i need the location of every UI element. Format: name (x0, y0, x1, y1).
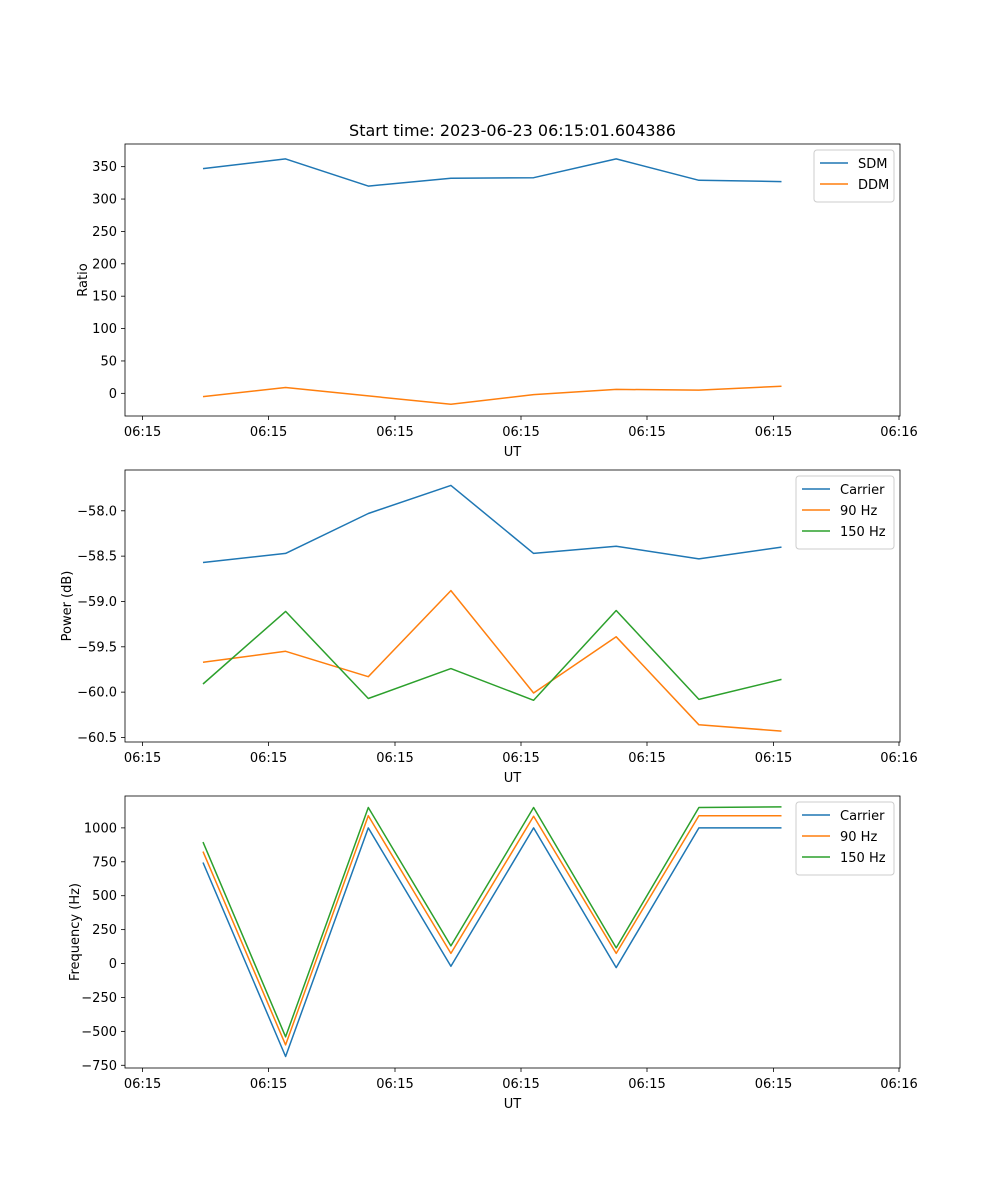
y-tick-label: 200 (92, 257, 117, 272)
legend-label: 150 Hz (840, 525, 886, 540)
x-tick-label: 06:15 (250, 1077, 287, 1092)
x-tick-label: 06:15 (376, 425, 413, 440)
y-tick-label: 350 (92, 160, 117, 175)
chart-title: Start time: 2023-06-23 06:15:01.604386 (349, 121, 676, 140)
y-tick-label: 300 (92, 193, 117, 208)
x-tick-label: 06:15 (250, 751, 287, 766)
x-tick-label: 06:15 (628, 425, 665, 440)
x-tick-label: 06:15 (250, 425, 287, 440)
y-axis-label: Frequency (Hz) (68, 883, 83, 981)
axes-frame (124, 469, 901, 743)
x-tick-label: 06:16 (880, 425, 917, 440)
x-tick-label: 06:16 (880, 1077, 917, 1092)
x-tick-label: 06:15 (755, 1077, 792, 1092)
series-line-sdm (202, 158, 782, 187)
y-tick-label: 100 (92, 322, 117, 337)
x-tick-label: 06:15 (628, 751, 665, 766)
x-tick-label: 06:15 (502, 425, 539, 440)
y-tick-label: 0 (109, 387, 117, 402)
x-tick-label: 06:15 (755, 425, 792, 440)
legend-label: Carrier (840, 483, 885, 498)
x-tick-label: 06:15 (502, 751, 539, 766)
subplot-3: 06:15 06:15 06:15 06:15 06:15 06:15 06:16 UT −75… (68, 795, 918, 1112)
x-tick-label: 06:15 (755, 751, 792, 766)
x-tick-label: 06:15 (124, 751, 161, 766)
y-axis-label: Power (dB) (60, 571, 75, 642)
x-tick-label: 06:15 (124, 425, 161, 440)
y-tick-label: −60.5 (77, 731, 117, 746)
x-tick-label: 06:15 (502, 1077, 539, 1092)
y-tick-label: 250 (92, 923, 117, 938)
y-tick-label: 150 (92, 290, 117, 305)
x-tick-label: 06:15 (376, 1077, 413, 1092)
series-line-90-hz (202, 589, 782, 732)
legend-label: DDM (858, 178, 889, 193)
subplot-2: 06:15 06:15 06:15 06:15 06:15 06:15 06:16 UT −58… (60, 469, 918, 786)
legend: Carrier 90 Hz 150 Hz (795, 801, 895, 876)
y-tick-label: 750 (92, 855, 117, 870)
y-tick-label: 250 (92, 225, 117, 240)
y-tick-label: −58.5 (77, 550, 117, 565)
x-axis-label: UT (504, 445, 522, 460)
x-tick-label: 06:15 (376, 751, 413, 766)
legend: Carrier 90 Hz 150 Hz (795, 475, 895, 550)
legend-label: SDM (858, 157, 887, 172)
y-tick-label: −60.0 (77, 686, 117, 701)
y-tick-label: −59.0 (77, 595, 117, 610)
legend-label: Carrier (840, 809, 885, 824)
series-line-150-hz (202, 609, 782, 702)
y-tick-label: −250 (81, 991, 117, 1006)
axes-frame (124, 143, 901, 417)
y-tick-label: −58.0 (77, 504, 117, 519)
y-tick-label: 0 (109, 957, 117, 972)
x-tick-label: 06:15 (628, 1077, 665, 1092)
legend-label: 90 Hz (840, 504, 877, 519)
legend-label: 90 Hz (840, 830, 877, 845)
y-tick-label: 50 (100, 354, 117, 369)
x-tick-label: 06:16 (880, 751, 917, 766)
y-tick-label: −500 (81, 1025, 117, 1040)
axes-frame (124, 795, 901, 1069)
subplot-1: Start time: 2023-06-23 06:15:01.604386 06… (76, 121, 918, 460)
legend: SDM DDM (813, 149, 895, 203)
series-line-carrier (202, 484, 782, 564)
legend-label: 150 Hz (840, 851, 886, 866)
series-line-90-hz (202, 814, 782, 1046)
x-axis-label: UT (504, 771, 522, 786)
y-tick-label: −750 (81, 1059, 117, 1074)
series-line-150-hz (202, 806, 782, 1038)
y-tick-label: 1000 (84, 821, 117, 836)
x-tick-label: 06:15 (124, 1077, 161, 1092)
y-axis-label: Ratio (76, 263, 91, 296)
y-tick-label: 500 (92, 889, 117, 904)
x-axis-label: UT (504, 1097, 522, 1112)
series-line-ddm (202, 385, 782, 406)
y-tick-label: −59.5 (77, 640, 117, 655)
series-line-carrier (202, 827, 782, 1058)
